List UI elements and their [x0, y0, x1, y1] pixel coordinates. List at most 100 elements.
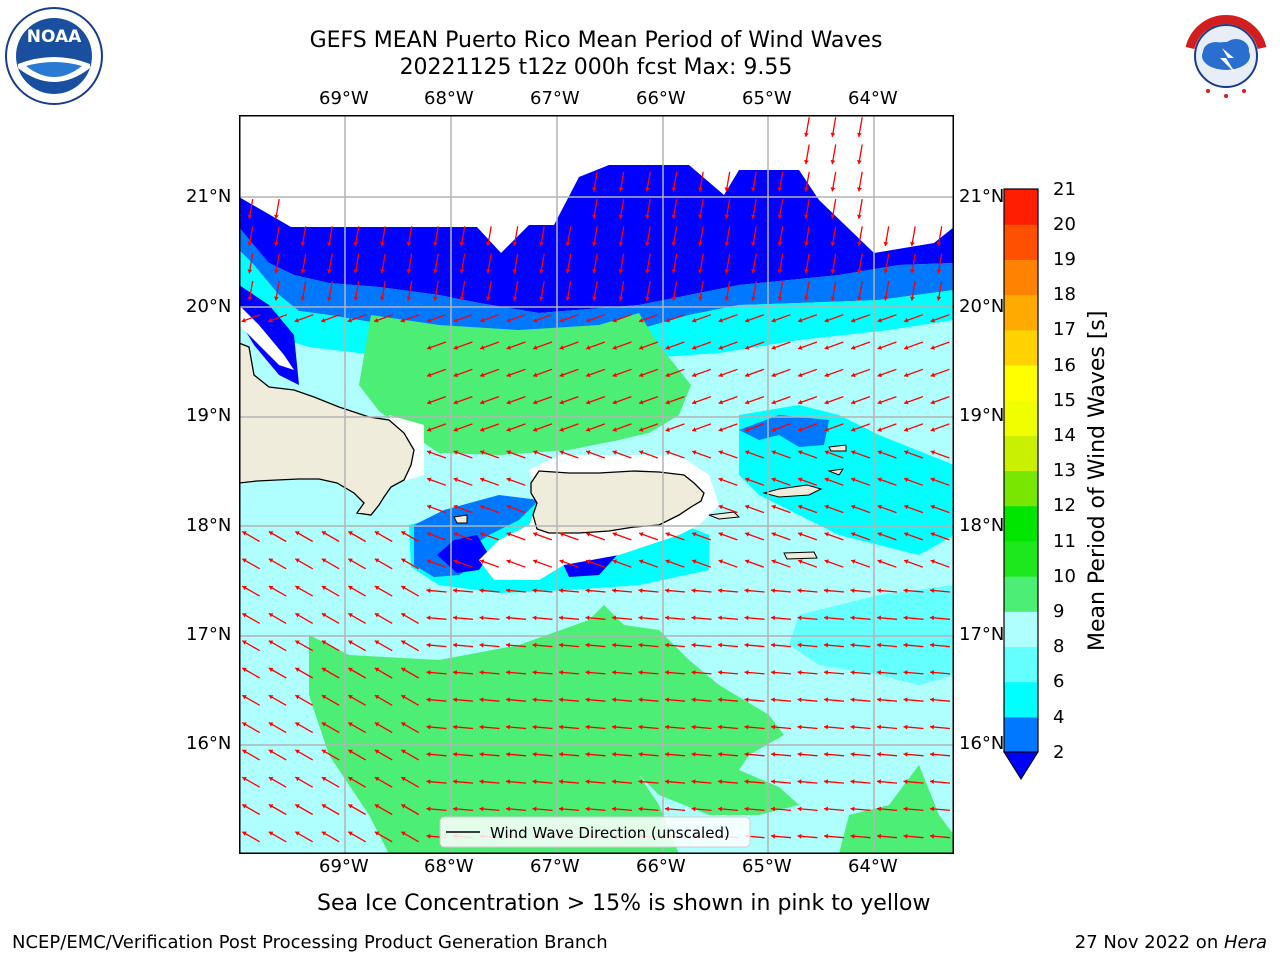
wave-direction-arrowhead [406, 241, 412, 246]
wave-direction-arrowhead [539, 269, 544, 274]
wave-direction-arrowhead [824, 427, 829, 432]
wave-direction-arrowhead [532, 697, 537, 703]
wave-direction-arrowhead [903, 588, 908, 593]
wave-direction-arrowhead [744, 752, 749, 757]
wave-direction-arrowhead [698, 214, 703, 219]
wave-direction-arrowhead [930, 532, 935, 537]
wave-direction-arrowhead [930, 670, 934, 675]
colorbar-block [1004, 329, 1038, 366]
wave-direction-arrowhead [930, 450, 935, 455]
wave-direction-arrowhead [585, 779, 590, 785]
wave-direction-arrowhead [453, 806, 457, 812]
bottom-lon-label-65w: 65°W [742, 856, 792, 877]
colorbar-tick-13: 13 [1053, 460, 1076, 481]
wave-direction-arrowhead [401, 531, 406, 536]
wave-direction-arrowhead [744, 806, 749, 812]
wave-direction-arrowhead [374, 558, 380, 563]
bottom-lon-label-69w: 69°W [319, 856, 369, 877]
wave-direction-arrowhead [321, 558, 327, 563]
wave-direction-arrowhead [824, 615, 828, 621]
wave-direction-arrowhead [559, 450, 564, 455]
wave-band-2-4-north [239, 165, 954, 313]
wave-direction-arrowhead [824, 532, 829, 537]
wave-direction-arrowhead [327, 241, 332, 246]
wave-direction-arrowhead [692, 372, 697, 378]
wave-direction-arrowhead [777, 214, 783, 219]
wave-direction-arrowhead [268, 585, 274, 591]
wave-direction-arrowhead [777, 241, 783, 246]
wave-direction-arrowhead [374, 613, 380, 618]
wave-direction-arrowhead [692, 399, 697, 405]
wave-direction-arrowhead [348, 613, 353, 618]
wave-direction-arrowhead [353, 269, 359, 274]
wave-direction-arrowhead [401, 613, 406, 618]
wave-direction-arrowhead [401, 777, 406, 782]
wave-direction-arrowhead [506, 642, 510, 648]
wave-direction-arrowhead [671, 241, 677, 246]
wave-direction-arrowhead [777, 296, 783, 301]
wave-direction-arrowhead [824, 670, 828, 675]
wave-direction-arrowhead [479, 724, 484, 730]
wave-direction-arrowhead [348, 531, 353, 536]
wave-direction-arrowhead [824, 399, 829, 405]
wave-direction-arrowhead [559, 806, 563, 812]
wave-direction-arrowhead [692, 427, 697, 432]
wave-direction-arrowhead [427, 372, 432, 378]
colorbar-tick-17: 17 [1053, 319, 1076, 340]
wave-direction-arrowhead [374, 318, 379, 323]
wave-direction-arrowhead [479, 806, 484, 812]
wave-direction-arrowhead [671, 187, 677, 192]
wave-direction-arrowhead [533, 450, 538, 455]
wave-direction-arrowhead [930, 372, 935, 378]
wave-direction-arrowhead [480, 318, 485, 323]
wave-direction-arrowhead [321, 777, 327, 782]
wave-direction-arrowhead [585, 615, 590, 621]
colorbar-tick-15: 15 [1053, 390, 1076, 411]
wave-direction-arrowhead [930, 642, 934, 648]
wave-direction-arrowhead [506, 724, 510, 730]
wave-direction-arrowhead [539, 296, 544, 301]
left-lat-label-20n: 20°N [186, 296, 232, 317]
wave-direction-arrowhead [321, 613, 327, 618]
right-lat-label-21n: 21°N [959, 186, 1005, 207]
wave-direction-arrowhead [559, 724, 563, 730]
wave-direction-arrowhead [724, 296, 730, 301]
wave-direction-arrowhead [242, 667, 247, 672]
wave-direction-arrowhead [618, 214, 624, 219]
wave-direction-arrowhead [459, 296, 465, 301]
wave-direction-arrowhead [830, 269, 836, 274]
wave-direction-arrowhead [242, 613, 247, 618]
wave-direction-arrowhead [295, 831, 300, 836]
wave-direction-arrowhead [804, 187, 809, 192]
wave-direction-arrowhead [268, 640, 274, 645]
wave-direction-arrowhead [559, 697, 563, 703]
wave-direction-arrowhead [533, 427, 538, 432]
wave-direction-arrowhead [691, 670, 696, 675]
wave-direction-arrowhead [242, 777, 247, 782]
wave-direction-arrowhead [665, 670, 669, 675]
wave-direction-arrowhead [692, 559, 697, 564]
wave-direction-arrowhead [930, 318, 935, 323]
wave-direction-arrowhead [877, 642, 881, 648]
wave-direction-arrowhead [877, 345, 882, 350]
wave-direction-arrowhead [645, 296, 650, 301]
wave-direction-arrowhead [401, 640, 406, 645]
wave-direction-arrowhead [426, 697, 431, 703]
wave-direction-arrowhead [433, 296, 438, 301]
wave-direction-arrowhead [401, 831, 406, 836]
wave-direction-arrowhead [691, 615, 696, 621]
wave-direction-arrowhead [771, 477, 776, 482]
wave-direction-arrowhead [618, 241, 624, 246]
wave-direction-arrowhead [930, 427, 935, 432]
wave-direction-arrowhead [401, 585, 406, 591]
wave-direction-arrowhead [427, 345, 432, 350]
wave-direction-arrowhead [744, 697, 749, 703]
wave-direction-arrowhead [877, 806, 881, 812]
wave-direction-arrowhead [453, 752, 457, 757]
wave-direction-arrowhead [645, 187, 650, 192]
wave-direction-arrowhead [480, 450, 485, 455]
wave-direction-arrowhead [824, 806, 828, 812]
wave-direction-arrowhead [321, 531, 327, 536]
wave-direction-arrowhead [936, 269, 942, 274]
wave-direction-arrowhead [559, 427, 564, 432]
